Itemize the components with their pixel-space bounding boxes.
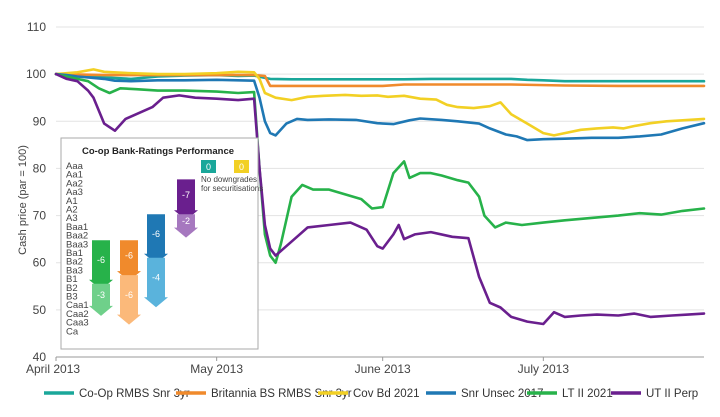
legend-item-britannia-bs-rmbs-snr-3yr: Britannia BS RMBS Snr 3yr [176, 388, 352, 400]
inset-downgrade-arrows: -7 -2 -6 -4 -6 -6 -6 -3 [89, 179, 198, 325]
x-tick-label-june-2013: June 2013 [355, 362, 411, 376]
inset-rating-caa1: Caa1 [66, 300, 89, 311]
legend-label-ut-ii-perp: UT II Perp [646, 388, 698, 400]
inset-rating-aa1: Aa1 [66, 170, 83, 181]
inset-arrow-6 [89, 240, 113, 290]
inset-arrow-7 [89, 283, 113, 316]
y-tick-label-40: 40 [33, 350, 47, 364]
inset-rating-caa2: Caa2 [66, 309, 89, 320]
y-axis-ticks: 40 50 60 70 80 90 100 110 [26, 20, 46, 364]
inset-rating-ba3: Ba3 [66, 265, 83, 276]
y-tick-label-70: 70 [33, 209, 47, 223]
x-axis-ticks: April 2013 May 2013 June 2013 July 2013 [26, 357, 569, 376]
inset-title: Co-op Bank-Ratings Performance [82, 146, 234, 157]
legend-item-lt-ii-2021: LT II 2021 [527, 388, 613, 400]
y-tick-label-50: 50 [33, 303, 47, 317]
inset-arrow-label-1: -2 [182, 216, 190, 226]
inset-rating-b1: B1 [66, 274, 78, 285]
inset-rating-ba1: Ba1 [66, 248, 83, 259]
inset-arrow-label-3: -4 [152, 272, 160, 282]
series-line-lt-ii-2021 [54, 72, 706, 264]
inset-badge-co-op-rmbs [201, 160, 216, 173]
inset-arrow-label-4: -6 [125, 251, 133, 261]
x-tick-label-may-2013: May 2013 [190, 362, 243, 376]
series-line-britannia-bs-rmbs-snr-3yr [54, 72, 706, 88]
inset-arrow-label-0: -7 [182, 190, 190, 200]
inset-rating-a3: A3 [66, 213, 78, 224]
inset-rating-aa2: Aa2 [66, 178, 83, 189]
inset-arrow-3 [144, 257, 168, 308]
legend-label-britannia-bs-rmbs-snr-3yr: Britannia BS RMBS Snr 3yr [211, 388, 352, 400]
inset-arrow-5 [117, 275, 141, 325]
inset-rating-aa3: Aa3 [66, 187, 83, 198]
inset-arrow-label-6: -6 [97, 255, 105, 265]
inset-rating-caa3: Caa3 [66, 318, 89, 329]
legend-item-snr-unsec-2017: Snr Unsec 2017 [426, 388, 543, 400]
y-tick-label-100: 100 [26, 67, 46, 81]
inset-rating-b2: B2 [66, 283, 78, 294]
inset-rating-aaa: Aaa [66, 161, 84, 172]
inset-arrow-0 [174, 179, 198, 221]
legend-label-co-op-rmbs-snr-3yr: Co-Op RMBS Snr 3yr [79, 388, 190, 400]
inset-badge-cov-bd-label: 0 [239, 162, 244, 172]
series-line-snr-unsec-2017 [54, 72, 706, 142]
legend-label-lt-ii-2021: LT II 2021 [562, 388, 613, 400]
inset-arrow-2 [144, 214, 168, 264]
inset-arrow-label-7: -3 [97, 290, 105, 300]
inset-rating-a2: A2 [66, 205, 78, 216]
x-tick-label-april-2013: April 2013 [26, 362, 80, 376]
inset-arrow-label-5: -6 [125, 290, 133, 300]
inset-rating-baa2: Baa2 [66, 231, 88, 242]
y-tick-label-90: 90 [33, 114, 47, 128]
inset-note-line-1: No downgrades [201, 175, 257, 184]
inset-rating-b3: B3 [66, 292, 78, 303]
inset-arrow-4 [117, 240, 141, 282]
inset-rating-a1: A1 [66, 196, 78, 207]
series-line-cov-bd-2021 [54, 68, 706, 137]
inset-rating-baa1: Baa1 [66, 222, 88, 233]
series-line-ut-ii-perp [54, 72, 706, 326]
legend-label-cov-bd-2021: Cov Bd 2021 [353, 388, 420, 400]
y-tick-label-60: 60 [33, 256, 47, 270]
series-lines [54, 68, 706, 326]
inset-rating-ba2: Ba2 [66, 257, 83, 268]
inset-rating-scale: AaaAa1Aa2Aa3A1A2A3Baa1Baa2Baa3Ba1Ba2Ba3B… [66, 161, 89, 337]
inset-badge-co-op-rmbs-label: 0 [206, 162, 211, 172]
y-axis-title: Cash price (par = 100) [17, 145, 29, 255]
inset-note-line-2: for securitisations [201, 184, 263, 193]
y-tick-label-80: 80 [33, 161, 47, 175]
legend-item-co-op-rmbs-snr-3yr: Co-Op RMBS Snr 3yr [44, 388, 190, 400]
legend: Co-Op RMBS Snr 3yr Britannia BS RMBS Snr … [44, 388, 698, 400]
x-tick-label-july-2013: July 2013 [518, 362, 570, 376]
legend-item-ut-ii-perp: UT II Perp [611, 388, 698, 400]
legend-item-cov-bd-2021: Cov Bd 2021 [318, 388, 420, 400]
inset-badge-cov-bd [234, 160, 249, 173]
inset-rating-ca: Ca [66, 326, 79, 337]
ratings-inset: Co-op Bank-Ratings Performance AaaAa1Aa2… [60, 137, 263, 350]
y-tick-label-110: 110 [27, 20, 46, 34]
legend-label-snr-unsec-2017: Snr Unsec 2017 [461, 388, 543, 400]
inset-arrow-1 [174, 214, 198, 238]
inset-arrow-label-2: -6 [152, 229, 160, 239]
inset-note: No downgrades for securitisations [201, 175, 263, 193]
inset-rating-baa3: Baa3 [66, 239, 88, 250]
inset-badges: 0 0 [201, 160, 249, 173]
